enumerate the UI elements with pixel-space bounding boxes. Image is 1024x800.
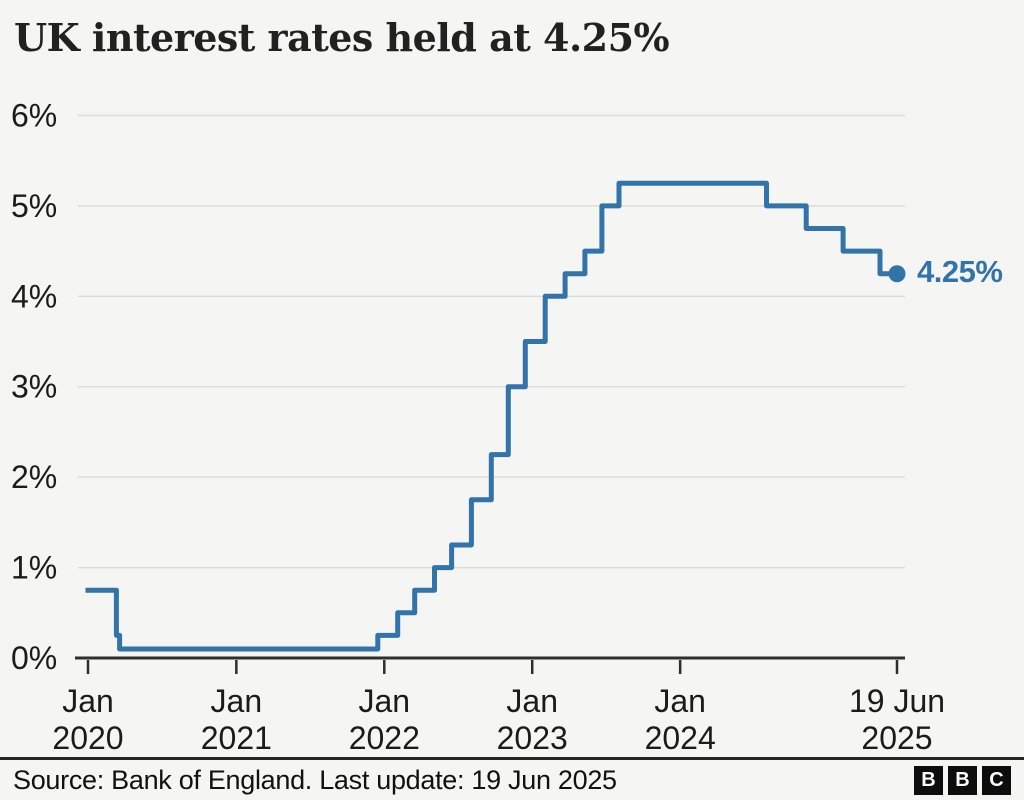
y-tick-label: 2% [11, 459, 57, 495]
y-tick-label: 3% [11, 369, 57, 405]
bbc-logo-letter-c: C [982, 765, 1011, 795]
y-tick-label: 4% [11, 278, 57, 314]
bbc-logo-letter-b1: B [914, 765, 943, 795]
y-tick-label: 0% [11, 640, 57, 676]
x-tick-label: Jan 2021 [201, 683, 272, 756]
bbc-logo-letter-b2: B [948, 765, 977, 795]
source-text: Source: Bank of England. Last update: 19… [13, 764, 617, 795]
x-tick-label: Jan 2024 [645, 683, 716, 756]
footer: Source: Bank of England. Last update: 19… [0, 757, 1024, 800]
rate-step-chart: 6% 5% 4% 3% 2% 1% 0% Jan 2020 Jan 2021 Jan 2022 Jan 20… [11, 97, 945, 756]
y-tick-label: 5% [11, 188, 57, 224]
y-tick-label: 6% [11, 97, 57, 133]
x-tick-label: Jan 2020 [52, 683, 123, 756]
x-tick-label: Jan 2023 [497, 683, 568, 756]
chart-title: UK interest rates held at 4.25% [14, 15, 670, 60]
end-point-dot [888, 265, 906, 283]
rate-step-line [85, 180, 900, 652]
bbc-logo: B B C [914, 765, 1011, 795]
x-tick-label: Jan 2022 [349, 683, 420, 756]
x-tick-label: 19 Jun 2025 [849, 683, 945, 756]
current-rate-label: 4.25% [917, 254, 1003, 289]
y-tick-label: 1% [11, 550, 57, 586]
